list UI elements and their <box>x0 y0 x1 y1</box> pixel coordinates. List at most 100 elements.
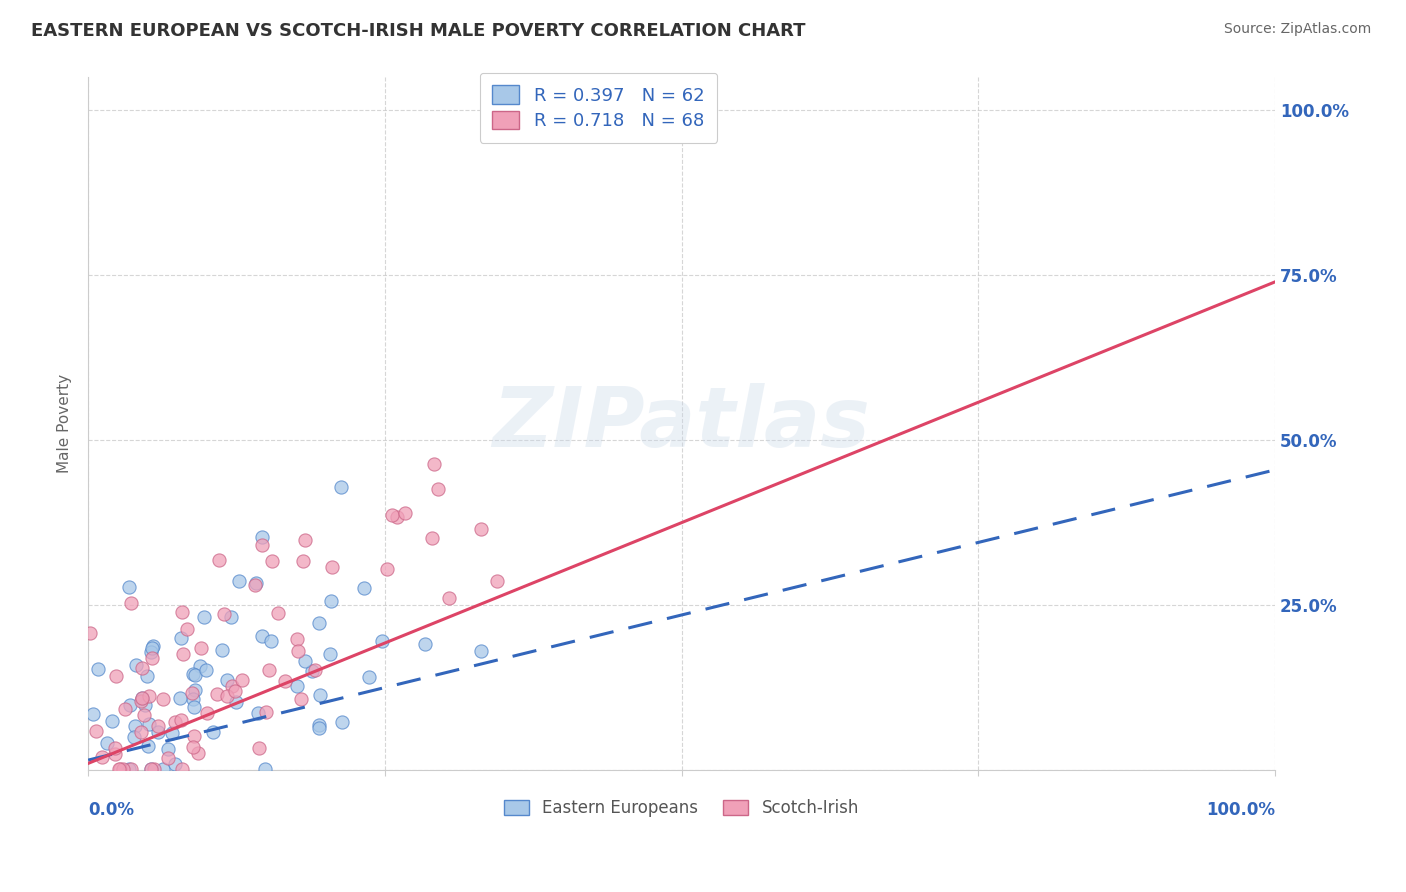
Point <box>308 615 330 630</box>
Point <box>90 750 112 764</box>
Point <box>301 664 323 678</box>
Point <box>294 533 316 547</box>
Point <box>111 762 134 776</box>
Point <box>486 574 509 588</box>
Point <box>319 594 342 608</box>
Point <box>142 639 165 653</box>
Point <box>181 691 204 706</box>
Point <box>104 747 127 761</box>
Point <box>385 510 408 524</box>
Point <box>138 689 160 703</box>
Point <box>141 641 163 656</box>
Point <box>184 682 207 697</box>
Point <box>146 719 169 733</box>
Point <box>96 736 118 750</box>
Point <box>152 691 174 706</box>
Point <box>205 687 228 701</box>
Point <box>188 659 211 673</box>
Point <box>190 641 212 656</box>
Point <box>274 674 297 689</box>
Point <box>208 553 231 567</box>
Point <box>132 708 155 723</box>
Point <box>260 633 283 648</box>
Point <box>252 530 274 544</box>
Text: 0.0%: 0.0% <box>89 801 134 819</box>
Point <box>124 719 146 733</box>
Point <box>246 706 269 720</box>
Point <box>129 724 152 739</box>
Point <box>308 721 330 735</box>
Point <box>183 667 205 681</box>
Y-axis label: Male Poverty: Male Poverty <box>58 374 72 474</box>
Point <box>254 705 277 719</box>
Point <box>308 718 330 732</box>
Point <box>176 622 198 636</box>
Point <box>267 606 290 620</box>
Point <box>423 457 446 471</box>
Point <box>413 637 436 651</box>
Point <box>152 762 174 776</box>
Point <box>169 690 191 705</box>
Point <box>285 679 308 693</box>
Point <box>211 642 233 657</box>
Text: EASTERN EUROPEAN VS SCOTCH-IRISH MALE POVERTY CORRELATION CHART: EASTERN EUROPEAN VS SCOTCH-IRISH MALE PO… <box>31 22 806 40</box>
Point <box>156 742 179 756</box>
Point <box>181 685 204 699</box>
Point <box>157 751 180 765</box>
Point <box>135 668 157 682</box>
Point <box>163 757 186 772</box>
Point <box>321 559 343 574</box>
Point <box>309 688 332 702</box>
Point <box>131 691 153 706</box>
Point <box>245 575 267 590</box>
Point <box>291 554 314 568</box>
Point <box>290 691 312 706</box>
Point <box>84 724 107 739</box>
Point <box>195 706 218 721</box>
Point <box>194 663 217 677</box>
Point <box>160 725 183 739</box>
Point <box>225 695 247 709</box>
Point <box>138 717 160 731</box>
Point <box>381 508 404 522</box>
Point <box>257 664 280 678</box>
Point <box>165 714 187 729</box>
Point <box>294 654 316 668</box>
Point <box>117 762 139 776</box>
Point <box>172 605 194 619</box>
Legend: Eastern Europeans, Scotch-Irish: Eastern Europeans, Scotch-Irish <box>498 793 866 824</box>
Point <box>120 698 142 713</box>
Point <box>183 700 205 714</box>
Point <box>136 739 159 753</box>
Point <box>260 554 283 568</box>
Point <box>181 740 204 755</box>
Point <box>253 762 276 776</box>
Point <box>359 670 381 684</box>
Point <box>224 683 246 698</box>
Point <box>304 663 326 677</box>
Point <box>184 668 207 682</box>
Point <box>243 578 266 592</box>
Point <box>118 580 141 594</box>
Point <box>134 698 156 713</box>
Point <box>214 607 236 621</box>
Point <box>148 725 170 739</box>
Point <box>285 632 308 647</box>
Point <box>120 762 142 776</box>
Point <box>114 701 136 715</box>
Point <box>394 507 416 521</box>
Point <box>139 762 162 776</box>
Point <box>108 762 131 776</box>
Text: 100.0%: 100.0% <box>1206 801 1275 819</box>
Point <box>170 762 193 776</box>
Point <box>250 538 273 552</box>
Point <box>287 643 309 657</box>
Point <box>219 610 242 624</box>
Point <box>129 693 152 707</box>
Point <box>131 661 153 675</box>
Point <box>330 715 353 730</box>
Point <box>79 625 101 640</box>
Point <box>247 740 270 755</box>
Point <box>420 532 443 546</box>
Point <box>105 669 128 683</box>
